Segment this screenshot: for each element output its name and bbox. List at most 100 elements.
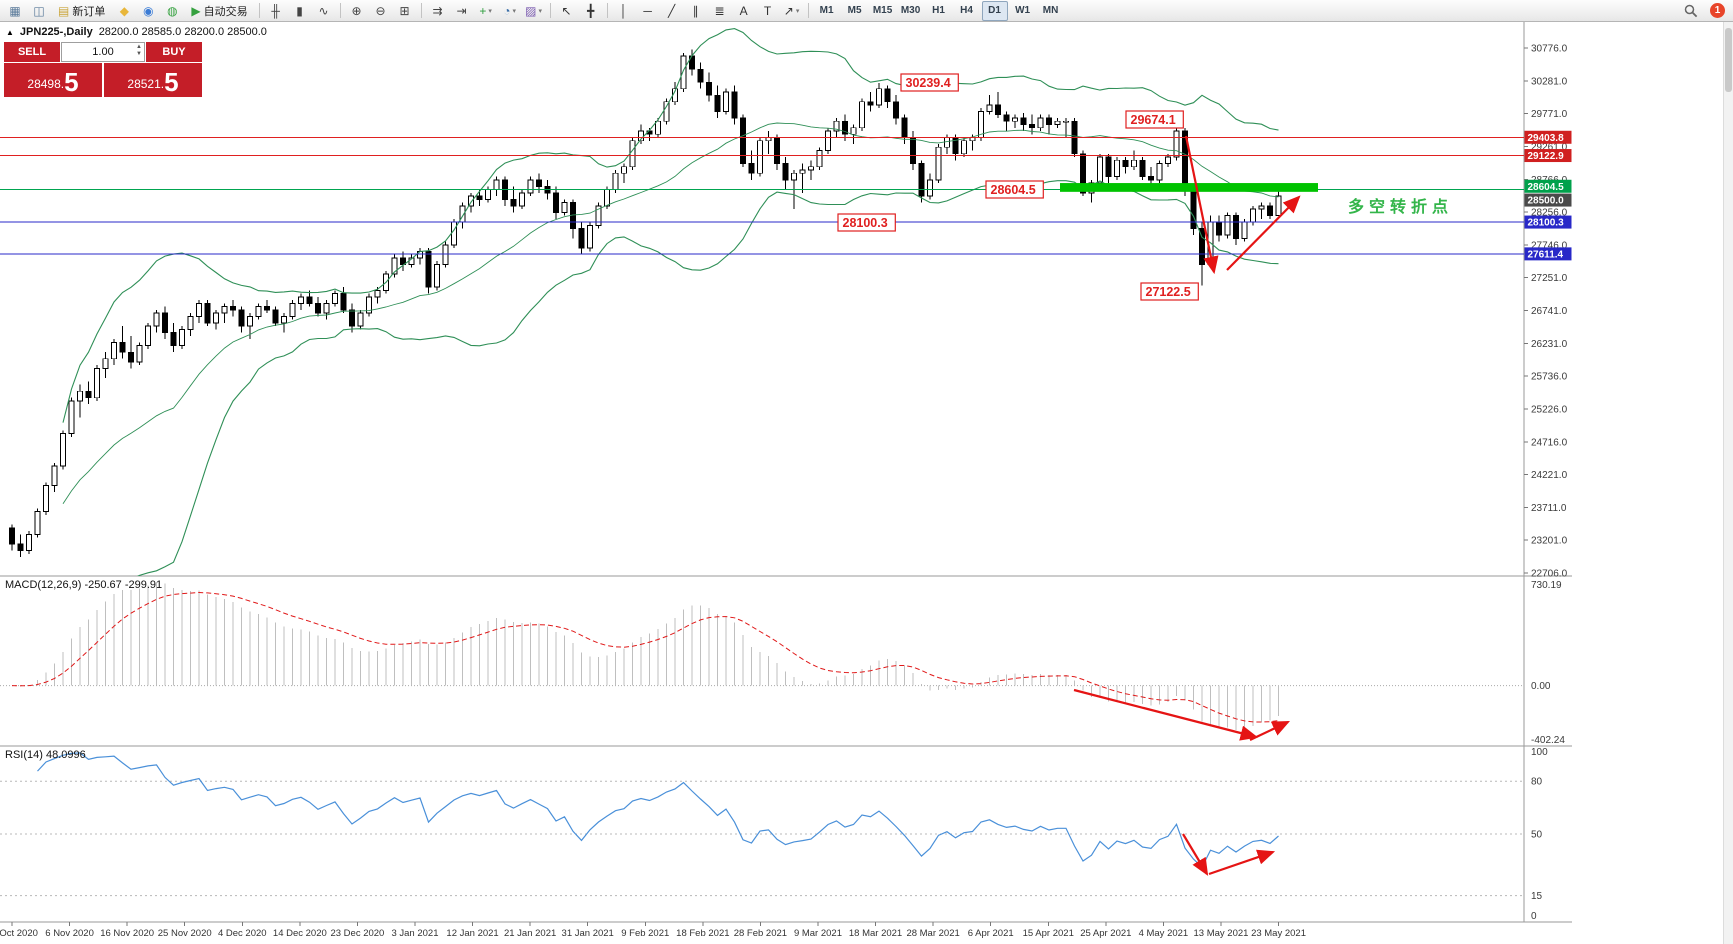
svg-text:24716.0: 24716.0 [1531, 437, 1568, 448]
autotrading-button-label: 自动交易 [203, 5, 248, 18]
svg-text:25 Nov 2020: 25 Nov 2020 [158, 928, 212, 939]
sell-price-display[interactable]: 28498. 5 [4, 63, 102, 97]
vertical-scrollbar[interactable] [1723, 22, 1733, 944]
cursor-icon[interactable]: ↖ [556, 1, 578, 21]
scrollbar-thumb[interactable] [1725, 28, 1732, 92]
trendline-icon[interactable]: ╱ [661, 1, 683, 21]
line-chart-icon[interactable]: ∿ [313, 1, 335, 21]
label-icon[interactable]: T [757, 1, 779, 21]
new-order-icon: ▤ [58, 3, 70, 18]
new-order-button[interactable]: ▤ 新订单 [52, 1, 111, 21]
price-label-object[interactable]: 27122.5 [1140, 282, 1199, 301]
indicators-icon[interactable]: + ▾ [475, 1, 497, 21]
timeframe-m30-button[interactable]: M30 [898, 1, 924, 21]
templates-icon[interactable]: ▨ ▾ [523, 1, 545, 21]
svg-text:9 Mar 2021: 9 Mar 2021 [794, 928, 842, 939]
horizontal-line-icon[interactable]: ─ [637, 1, 659, 21]
svg-text:14 Dec 2020: 14 Dec 2020 [273, 928, 327, 939]
price-scale[interactable]: 30776.030281.029771.029261.028766.028256… [1524, 44, 1568, 923]
rsi-line [37, 752, 1279, 869]
tile-windows-icon[interactable]: ⊞ [394, 1, 416, 21]
chart-shift-icon[interactable]: ⇥ [451, 1, 473, 21]
timeframe-w1-button[interactable]: W1 [1010, 1, 1036, 21]
chevron-down-icon: ▾ [795, 7, 800, 15]
timeframe-w1-button-label: W1 [1015, 5, 1031, 16]
volume-spinner[interactable]: ▲ ▼ [136, 44, 142, 58]
templates-icon: ▨ [525, 3, 537, 18]
volume-input[interactable]: 1.00 ▲ ▼ [61, 42, 145, 62]
zoom-out-icon: ⊖ [375, 3, 386, 18]
rsi-indicator [0, 752, 1524, 897]
chevron-down-icon: ▾ [538, 7, 542, 15]
sell-button[interactable]: SELL [4, 42, 60, 62]
auto-scroll-icon[interactable]: ⇉ [427, 1, 449, 21]
buy-price-display[interactable]: 28521. 5 [104, 63, 202, 97]
svg-text:27122.5: 27122.5 [1146, 285, 1191, 299]
support-zone-rectangle[interactable] [1060, 183, 1318, 192]
timeframe-m5-button[interactable]: M5 [842, 1, 868, 21]
chart-profiles-icon[interactable]: ◫ [28, 1, 50, 21]
chart-ohlc-values: 28200.0 28585.0 28200.0 28500.0 [98, 26, 267, 38]
svg-text:29771.0: 29771.0 [1531, 109, 1568, 120]
fibonacci-icon[interactable]: ≣ [709, 1, 731, 21]
trendline-icon: ╱ [667, 3, 676, 18]
spinner-up-icon[interactable]: ▲ [136, 44, 142, 50]
macd-trend-arrow[interactable] [1249, 721, 1290, 741]
macd-trend-arrow[interactable] [1073, 688, 1259, 741]
community-icon[interactable]: ◉ [137, 1, 159, 21]
price-label-object[interactable]: 30239.4 [900, 73, 959, 92]
new-chart-icon[interactable]: ▦ [4, 1, 26, 21]
search-icon[interactable] [1680, 1, 1702, 21]
main-trend-arrow[interactable] [1226, 195, 1301, 271]
indicators-icon: + [479, 3, 487, 18]
rsi-trend-arrow[interactable] [1182, 833, 1209, 876]
svg-text:28604.5: 28604.5 [1528, 182, 1565, 193]
crosshair-icon[interactable]: ╋ [580, 1, 602, 21]
periods-icon[interactable]: ◔ ▾ [499, 1, 521, 21]
svg-text:24221.0: 24221.0 [1531, 470, 1568, 481]
svg-text:23 Dec 2020: 23 Dec 2020 [330, 928, 384, 939]
timeframe-h4-button[interactable]: H4 [954, 1, 980, 21]
timeframe-m1-button[interactable]: M1 [814, 1, 840, 21]
timeframe-mn-button[interactable]: MN [1038, 1, 1064, 21]
chevron-down-icon: ▾ [488, 7, 492, 15]
bar-chart-icon[interactable]: ╫ [265, 1, 287, 21]
svg-text:50: 50 [1531, 830, 1543, 841]
price-badge: 27611.4 [1524, 247, 1572, 261]
sell-price-pips: 5 [64, 67, 79, 97]
channel-icon[interactable]: ∥ [685, 1, 707, 21]
notifications-badge[interactable]: 1 [1710, 3, 1725, 18]
svg-text:6 Apr 2021: 6 Apr 2021 [968, 928, 1014, 939]
metaeditor-icon[interactable]: ◆ [113, 1, 135, 21]
buy-button[interactable]: BUY [146, 42, 202, 62]
time-scale[interactable]: 28 Oct 2020 6 Nov 2020 16 Nov 2020 25 Nov 2… [0, 922, 1306, 939]
timeframe-d1-button[interactable]: D1 [981, 0, 1008, 21]
zoom-out-icon[interactable]: ⊖ [370, 1, 392, 21]
timeframe-m15-button[interactable]: M15 [870, 1, 896, 21]
arrow-tools-icon[interactable]: ↗ ▾ [781, 1, 803, 21]
timeframe-h1-button-label: H1 [932, 5, 945, 16]
zoom-in-icon[interactable]: ⊕ [346, 1, 368, 21]
price-label-object[interactable]: 28604.5 [985, 180, 1044, 199]
svg-text:26741.0: 26741.0 [1531, 306, 1568, 317]
annotation-text[interactable]: 多空转折点 [1348, 197, 1453, 216]
svg-text:26231.0: 26231.0 [1531, 339, 1568, 350]
timeframe-h1-button[interactable]: H1 [926, 1, 952, 21]
algo-trading-icon[interactable]: ◍ [161, 1, 183, 21]
zoom-in-icon: ⊕ [351, 3, 362, 18]
candlestick-chart-icon[interactable]: ▮ [289, 1, 311, 21]
spinner-down-icon[interactable]: ▼ [136, 51, 142, 57]
svg-text:-402.24: -402.24 [1531, 735, 1565, 746]
autotrading-button[interactable]: ▶ 自动交易 [185, 1, 253, 21]
price-label-object[interactable]: 29674.1 [1125, 110, 1184, 129]
svg-text:30239.4: 30239.4 [906, 76, 951, 90]
svg-text:22706.0: 22706.0 [1531, 569, 1568, 580]
text-icon[interactable]: A [733, 1, 755, 21]
price-label-object[interactable]: 28100.3 [837, 213, 896, 232]
autotrading-icon: ▶ [191, 3, 201, 18]
vertical-line-icon[interactable]: │ [613, 1, 635, 21]
main-trend-arrow[interactable] [1184, 135, 1219, 275]
rsi-trend-arrow[interactable] [1208, 849, 1276, 876]
